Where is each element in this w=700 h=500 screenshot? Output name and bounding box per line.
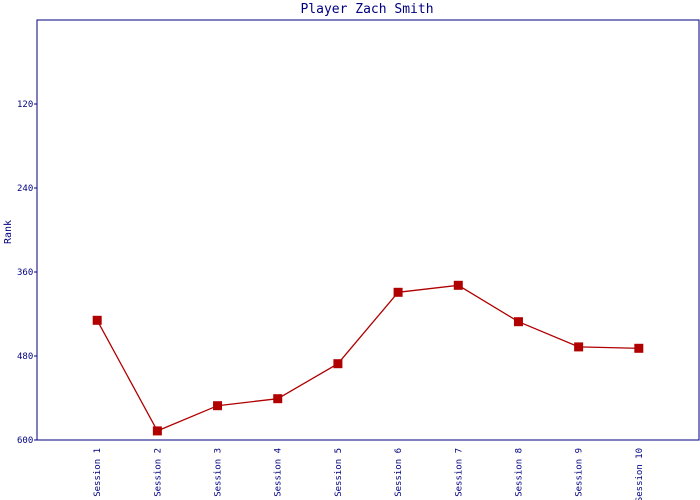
point <box>333 359 343 369</box>
point <box>273 394 283 404</box>
series-line <box>96 284 639 432</box>
y-tick-label: 240 <box>17 184 33 194</box>
point <box>213 401 223 411</box>
x-tick-label: Session 7 <box>454 448 464 497</box>
point <box>152 426 162 436</box>
y-tick-label: 480 <box>17 352 33 362</box>
x-tick-label: Session 4 <box>274 448 284 497</box>
point <box>634 343 644 353</box>
y-tick-label: 600 <box>17 436 33 446</box>
x-tick-label: Session 6 <box>394 448 404 497</box>
point <box>393 287 403 297</box>
plot-frame <box>36 19 700 441</box>
chart-title: Player Zach Smith <box>300 2 433 17</box>
y-tick-label: 120 <box>17 100 33 110</box>
x-tick-label: Session 9 <box>575 448 585 497</box>
x-tick-label: Session 3 <box>214 448 224 497</box>
x-tick-label: Session 1 <box>93 448 103 497</box>
point <box>574 342 584 352</box>
x-tick-label: Session 2 <box>153 448 163 497</box>
x-tick-label: Session 5 <box>334 448 344 497</box>
x-tick-label: Session 8 <box>514 448 524 497</box>
point <box>513 317 523 327</box>
x-tick-label: Session 10 <box>635 448 645 500</box>
point <box>453 280 463 290</box>
point <box>92 315 102 325</box>
y-axis-label: Rank <box>3 220 14 244</box>
y-tick-label: 360 <box>17 268 33 278</box>
